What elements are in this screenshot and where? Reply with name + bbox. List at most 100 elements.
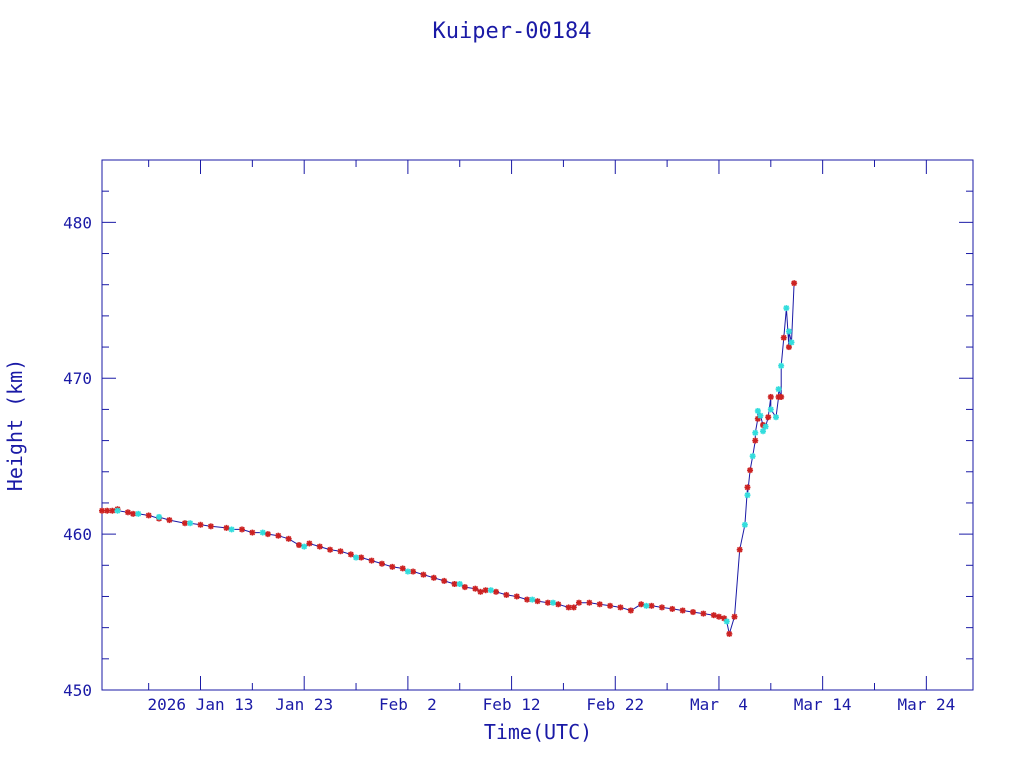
data-point (410, 568, 417, 575)
data-point (752, 437, 759, 444)
data-point (690, 609, 697, 616)
data-point (99, 507, 105, 514)
data-point (166, 517, 173, 524)
data-point (760, 428, 767, 435)
data-point (228, 526, 235, 533)
data-point (503, 591, 510, 598)
data-point (399, 565, 406, 572)
data-point (669, 605, 676, 612)
data-point (264, 531, 271, 538)
data-point (430, 574, 437, 581)
tick-labels: 450 460 470 480 2026 Jan 13 Jan 23 Feb 2 Feb 12… (63, 213, 955, 714)
data-point (627, 607, 634, 614)
data-point (736, 546, 743, 553)
data-point (778, 393, 785, 400)
axis-ticks (102, 159, 973, 691)
data-point (648, 602, 655, 609)
data-point (389, 563, 396, 570)
data-point (752, 429, 759, 436)
data-point (783, 305, 790, 312)
data-point (747, 467, 754, 474)
data-point (378, 560, 385, 567)
data-point (744, 484, 751, 491)
x-tick-label: Mar 24 (897, 695, 955, 714)
data-point (529, 596, 536, 603)
data-point (124, 509, 131, 516)
y-tick-label: 450 (63, 681, 92, 700)
data-point (749, 453, 756, 460)
data-point (513, 593, 520, 600)
data-point (285, 535, 292, 542)
y-tick-label: 460 (63, 525, 92, 544)
data-point (368, 557, 375, 564)
data-point (156, 513, 163, 520)
data-point (643, 602, 650, 609)
trend-line (102, 283, 795, 635)
data-point (301, 543, 308, 550)
x-tick-label: Feb 22 (586, 695, 644, 714)
data-point (658, 604, 665, 611)
data-point (586, 599, 593, 606)
data-point (744, 492, 751, 499)
data-point (114, 507, 121, 514)
data-point (404, 568, 411, 575)
data-point (544, 599, 551, 606)
data-point (487, 587, 494, 594)
data-point (347, 551, 354, 558)
data-point (187, 520, 194, 527)
data-point (726, 630, 733, 637)
data-point (767, 393, 774, 400)
data-point (700, 610, 707, 617)
data-point (358, 554, 365, 561)
data-point (145, 512, 152, 519)
data-point (679, 607, 686, 614)
data-point (785, 328, 792, 335)
data-point (109, 507, 116, 514)
data-point (451, 581, 458, 587)
plot-frame (101, 159, 974, 691)
data-point (555, 601, 562, 608)
x-tick-label: Mar 4 (690, 695, 748, 714)
data-point (135, 510, 142, 517)
data-point (565, 604, 572, 611)
x-tick-label: Feb 2 (379, 695, 437, 714)
data-point (710, 612, 717, 619)
data-point (785, 344, 792, 351)
data-point (130, 510, 137, 517)
data-point (534, 598, 541, 605)
data-point (306, 540, 313, 547)
data-point (754, 407, 761, 414)
data-point (715, 613, 722, 620)
data-point (617, 604, 624, 611)
data-point (757, 412, 764, 419)
data-point (780, 334, 787, 341)
y-tick-label: 470 (63, 369, 92, 388)
data-point (275, 532, 282, 539)
data-point (524, 596, 531, 603)
data-point (259, 529, 266, 536)
y-axis-label: Height (km) (3, 359, 27, 491)
data-point (296, 542, 303, 549)
data-point (762, 423, 769, 430)
data-point (104, 507, 111, 514)
data-point (353, 554, 360, 561)
data-point (461, 584, 468, 591)
height-line (102, 283, 795, 635)
data-point (607, 602, 614, 609)
x-tick-label: 2026 Jan 13 (148, 695, 254, 714)
data-point (767, 406, 774, 413)
chart-title: Kuiper-00184 (433, 19, 592, 44)
data-point (482, 587, 489, 594)
x-tick-label: Mar 14 (794, 695, 852, 714)
data-point (723, 618, 730, 625)
data-point (731, 613, 738, 620)
data-point (472, 585, 479, 592)
data-point (197, 521, 204, 528)
x-axis-label: Time(UTC) (484, 720, 592, 744)
data-markers (99, 280, 798, 637)
data-point (791, 280, 798, 287)
data-point (788, 339, 795, 346)
data-point (775, 386, 782, 393)
y-tick-label: 480 (63, 213, 92, 232)
